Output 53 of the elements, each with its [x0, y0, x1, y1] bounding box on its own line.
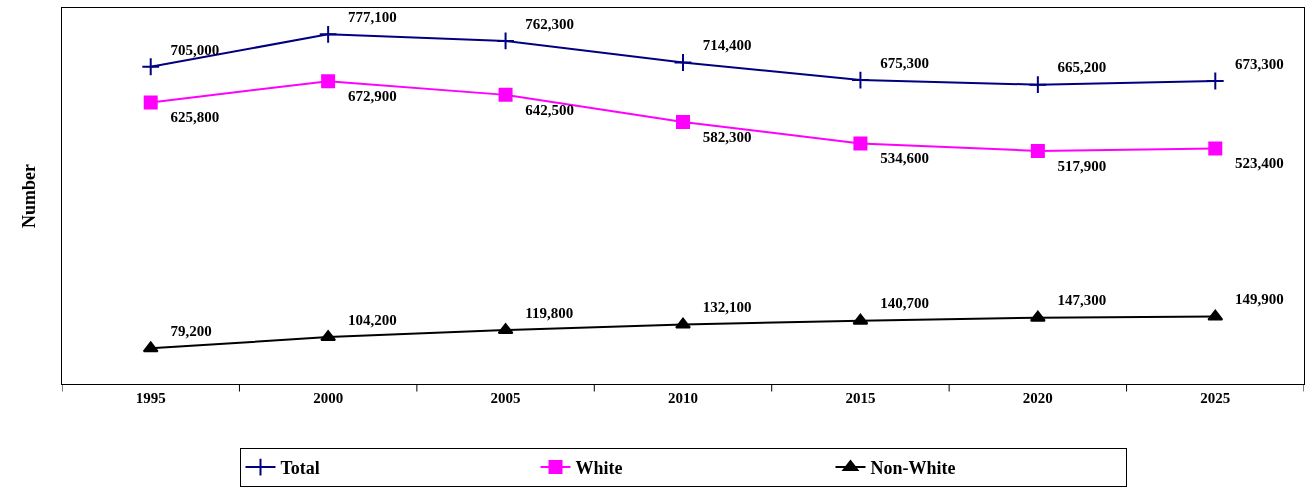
- data-label: 79,200: [170, 323, 212, 340]
- point: [1208, 141, 1223, 156]
- point: [1205, 71, 1225, 91]
- point: [496, 31, 515, 51]
- point: [673, 53, 693, 72]
- point: [318, 24, 338, 44]
- point: [1030, 143, 1045, 158]
- point: [1028, 75, 1048, 95]
- data-label: 523,400: [1235, 155, 1284, 172]
- x-tick-label: 2020: [1022, 390, 1053, 406]
- point: [852, 313, 869, 325]
- data-label: 147,300: [1057, 292, 1107, 309]
- data-label: 625,800: [170, 109, 220, 126]
- point: [1029, 310, 1046, 322]
- point: [497, 323, 514, 335]
- data-label: 673,300: [1235, 55, 1284, 72]
- data-label: 762,300: [525, 15, 575, 32]
- point: [142, 341, 159, 353]
- data-label: 665,200: [1057, 59, 1107, 76]
- x-tick-label: 2010: [668, 390, 698, 406]
- x-tick-label: 2015: [845, 390, 876, 406]
- point: [676, 114, 690, 129]
- legend-label: Total: [280, 458, 320, 479]
- x-tick-label: 2025: [1200, 390, 1231, 406]
- data-label: 777,100: [347, 9, 397, 26]
- point: [141, 57, 161, 77]
- data-label: 119,800: [525, 304, 574, 321]
- x-tick-label: 2000: [313, 390, 344, 406]
- data-label: 149,900: [1235, 291, 1284, 308]
- data-label: 705,000: [170, 41, 220, 58]
- point: [321, 74, 336, 89]
- data-label: 140,700: [880, 295, 929, 312]
- point: [675, 317, 691, 329]
- data-label: 672,900: [347, 87, 397, 104]
- point: [143, 95, 158, 110]
- legend-label: White: [575, 458, 623, 479]
- data-label: 714,400: [702, 37, 752, 54]
- point: [498, 87, 513, 102]
- data-label: 517,900: [1057, 157, 1107, 174]
- legend-label: Non-White: [870, 458, 956, 479]
- y-axis-title: Number: [19, 164, 40, 228]
- x-tick-label: 2005: [490, 390, 521, 406]
- data-label: 642,500: [525, 101, 575, 118]
- data-label: 534,600: [880, 150, 929, 167]
- point: [851, 70, 870, 90]
- data-label: 582,300: [702, 128, 752, 145]
- point: [1207, 309, 1224, 321]
- data-label: 675,300: [880, 54, 929, 71]
- data-label: 104,200: [347, 311, 397, 328]
- x-tick-label: 1995: [135, 390, 166, 406]
- point: [320, 330, 337, 342]
- data-label: 132,100: [702, 299, 752, 316]
- point: [853, 136, 868, 151]
